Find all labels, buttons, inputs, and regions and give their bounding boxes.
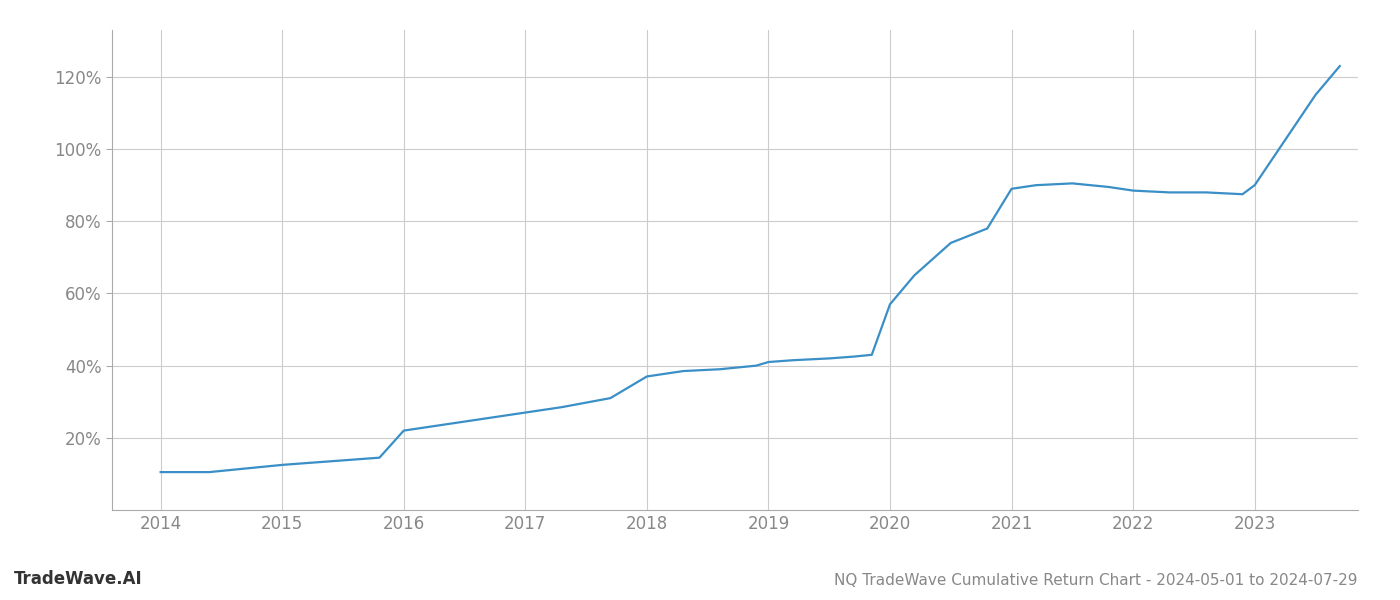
Text: NQ TradeWave Cumulative Return Chart - 2024-05-01 to 2024-07-29: NQ TradeWave Cumulative Return Chart - 2… xyxy=(834,573,1358,588)
Text: TradeWave.AI: TradeWave.AI xyxy=(14,570,143,588)
